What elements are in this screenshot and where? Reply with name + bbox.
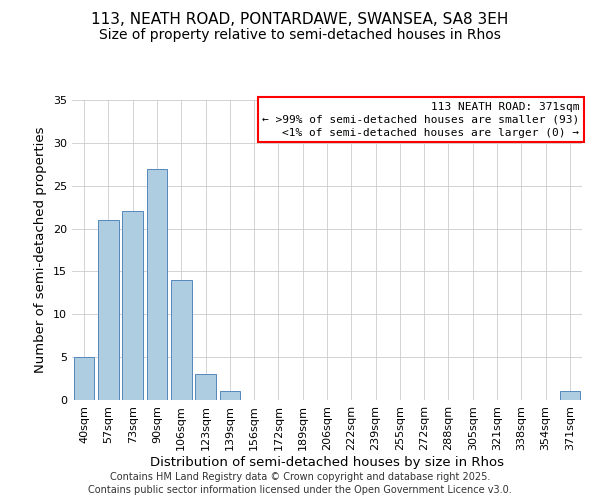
Y-axis label: Number of semi-detached properties: Number of semi-detached properties	[34, 126, 47, 373]
Text: Contains HM Land Registry data © Crown copyright and database right 2025.: Contains HM Land Registry data © Crown c…	[110, 472, 490, 482]
Bar	[560, 392, 580, 400]
Bar	[195, 374, 216, 400]
Bar	[220, 392, 240, 400]
Text: Size of property relative to semi-detached houses in Rhos: Size of property relative to semi-detach…	[99, 28, 501, 42]
X-axis label: Distribution of semi-detached houses by size in Rhos: Distribution of semi-detached houses by …	[150, 456, 504, 468]
Text: Contains public sector information licensed under the Open Government Licence v3: Contains public sector information licen…	[88, 485, 512, 495]
Bar	[146, 168, 167, 400]
Text: 113, NEATH ROAD, PONTARDAWE, SWANSEA, SA8 3EH: 113, NEATH ROAD, PONTARDAWE, SWANSEA, SA…	[91, 12, 509, 28]
Text: 113 NEATH ROAD: 371sqm
← >99% of semi-detached houses are smaller (93)
<1% of se: 113 NEATH ROAD: 371sqm ← >99% of semi-de…	[262, 102, 580, 138]
Bar	[98, 220, 119, 400]
Bar	[122, 212, 143, 400]
Bar	[74, 357, 94, 400]
Bar	[171, 280, 191, 400]
